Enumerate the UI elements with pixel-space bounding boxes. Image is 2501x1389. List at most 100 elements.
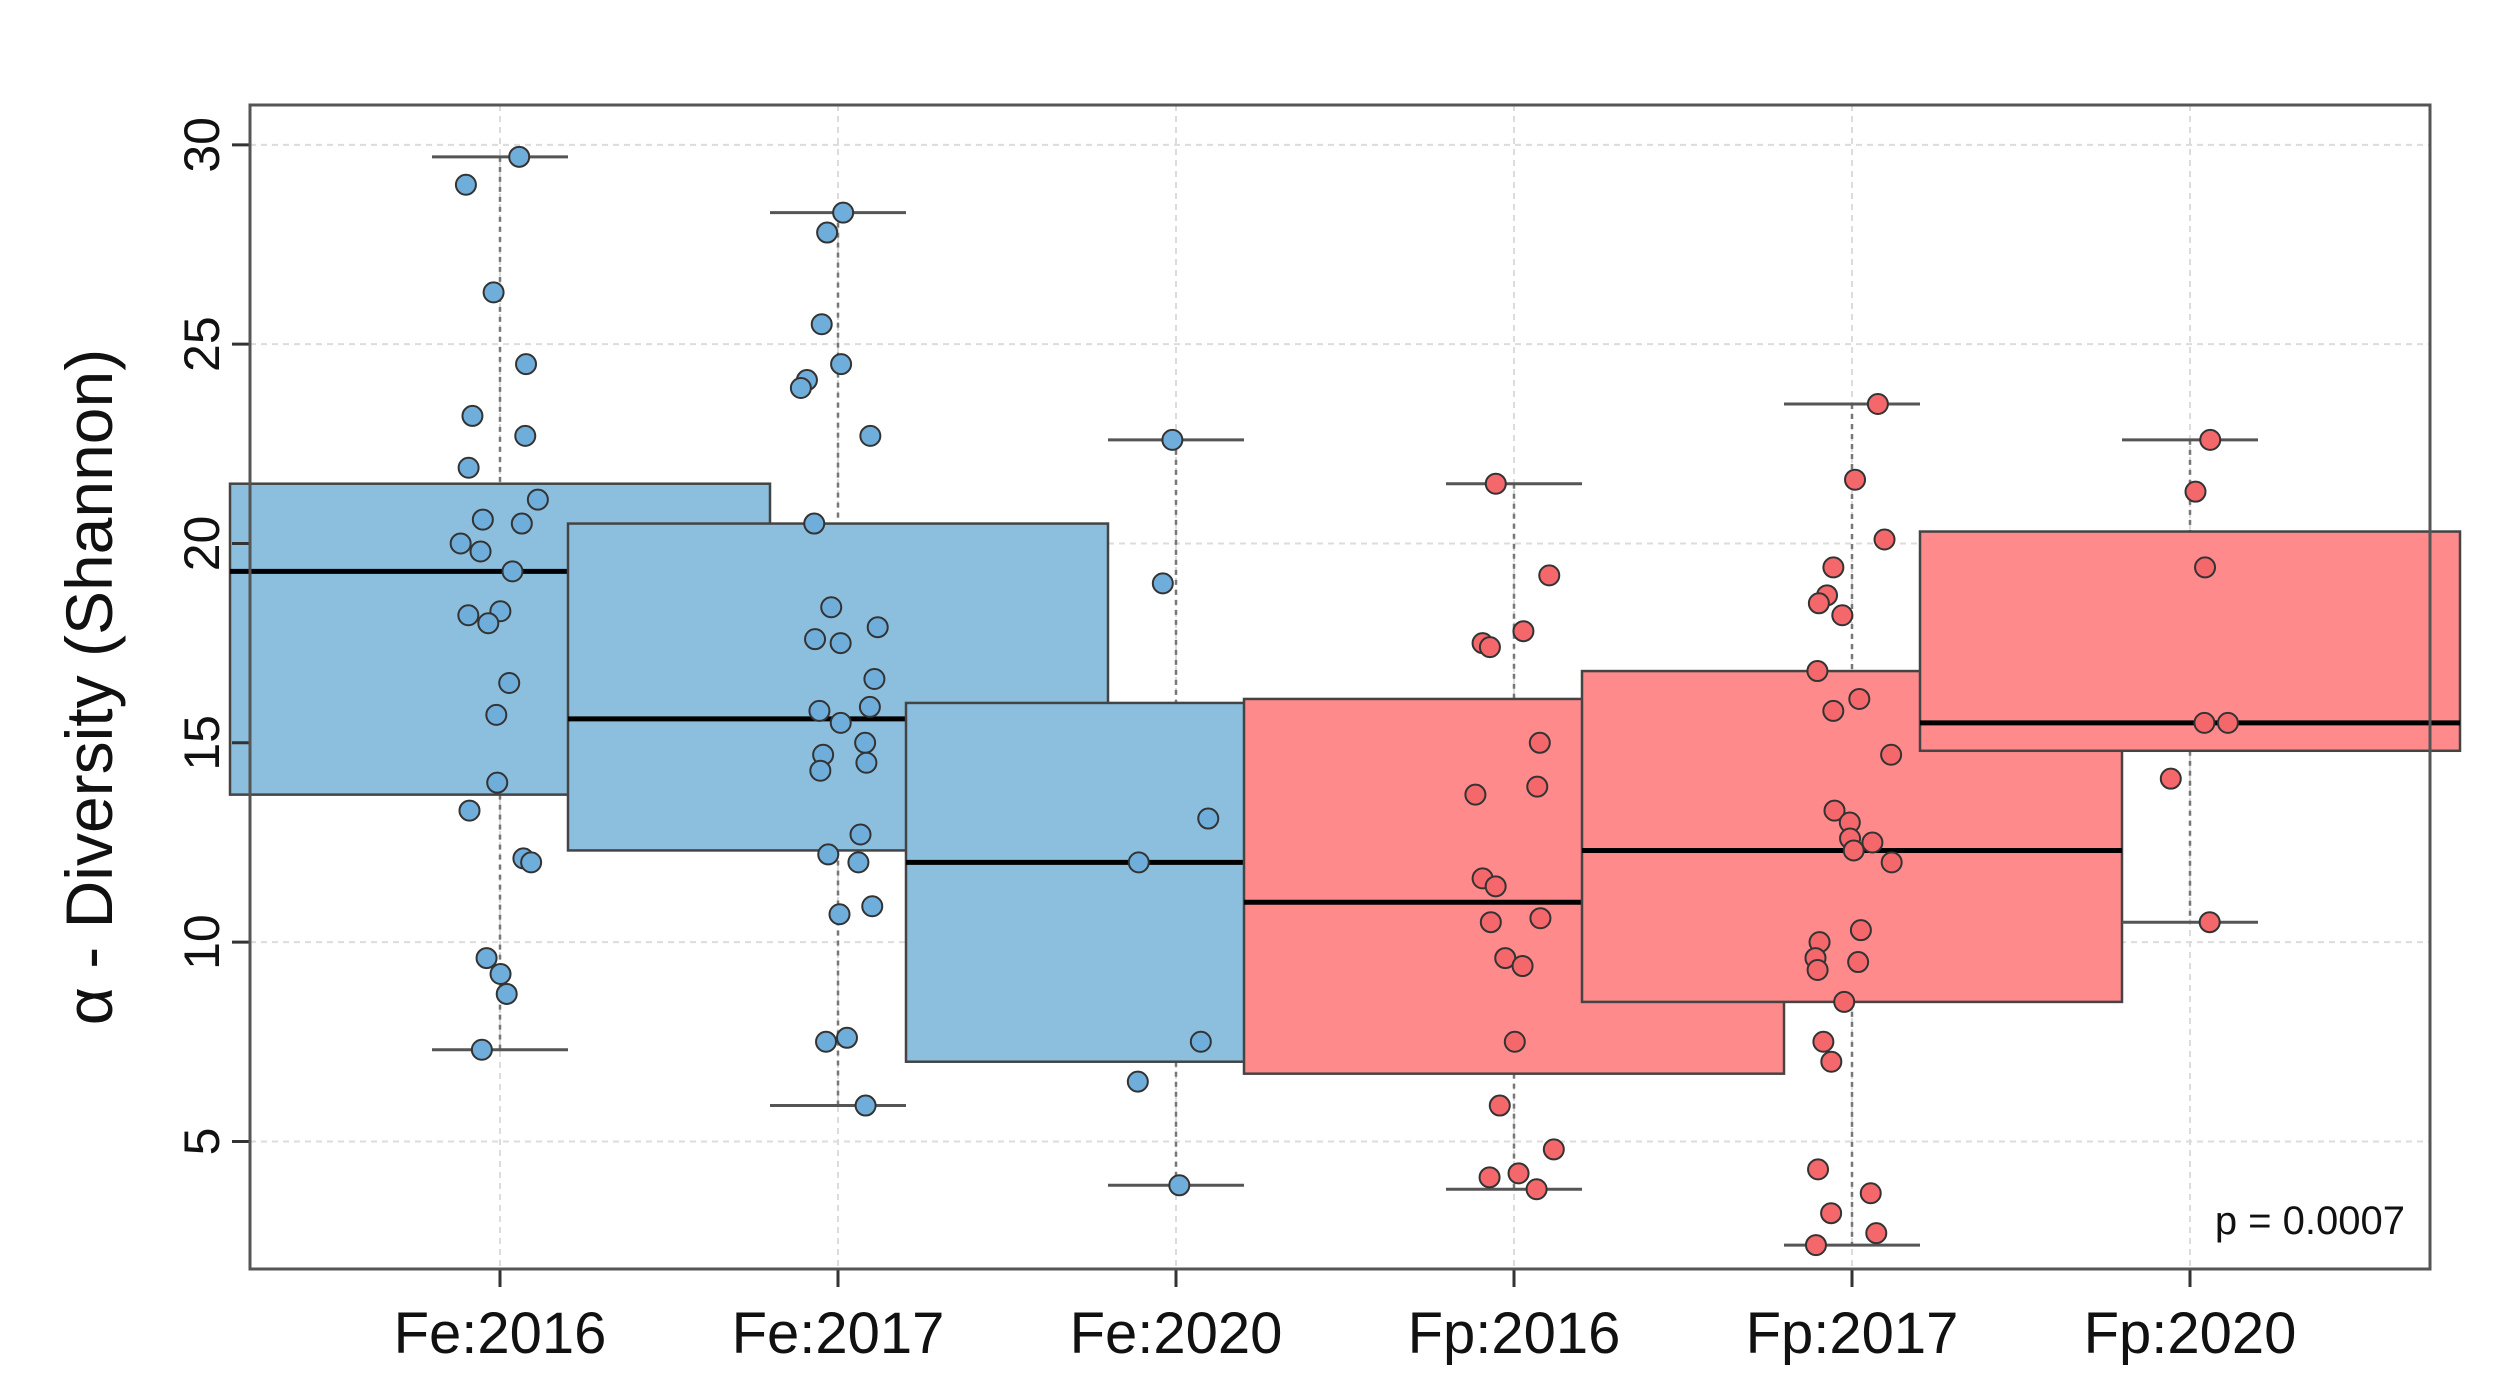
- data-point: [485, 703, 508, 726]
- data-point: [470, 1038, 493, 1061]
- data-point: [1865, 1222, 1888, 1245]
- data-point: [2199, 428, 2222, 451]
- data-point: [477, 612, 500, 635]
- data-point: [1479, 911, 1502, 934]
- data-point: [1844, 468, 1867, 491]
- data-point: [1189, 1030, 1212, 1053]
- data-point: [820, 596, 843, 619]
- data-point: [1807, 1158, 1830, 1181]
- data-point: [817, 843, 840, 866]
- data-point: [2184, 480, 2207, 503]
- data-point: [828, 903, 851, 926]
- data-point: [1873, 528, 1896, 551]
- data-point: [855, 751, 878, 774]
- axes: 5 10 15 20 25 30 Fe:2016 Fe:2017 Fe:2020 Fp:2016 F…: [174, 117, 2296, 1366]
- data-point: [858, 695, 881, 718]
- data-point: [1528, 731, 1551, 754]
- data-point: [1806, 660, 1829, 683]
- data-point: [449, 532, 472, 555]
- data-point: [515, 353, 538, 376]
- data-point: [457, 604, 480, 627]
- data-point: [1859, 1182, 1882, 1205]
- data-point: [1488, 1094, 1511, 1117]
- data-point: [1197, 807, 1220, 830]
- data-point: [2193, 711, 2216, 734]
- y-tick-label: 10: [174, 914, 230, 970]
- data-point: [809, 759, 832, 782]
- data-point: [803, 512, 826, 535]
- data-point: [1478, 636, 1501, 659]
- data-point: [514, 424, 537, 447]
- data-point: [1822, 699, 1845, 722]
- data-point: [469, 540, 492, 563]
- data-point: [1804, 1234, 1827, 1257]
- data-point: [2159, 767, 2182, 790]
- data-point: [861, 895, 884, 918]
- data-point: [863, 668, 886, 691]
- data-point: [1806, 959, 1829, 982]
- data-point: [1161, 428, 1184, 451]
- data-point: [1880, 851, 1903, 874]
- data-point: [1168, 1174, 1191, 1197]
- data-point: [1848, 687, 1871, 710]
- data-point: [1820, 1050, 1843, 1073]
- box-fp-2020: [1918, 530, 2462, 753]
- data-point: [1831, 604, 1854, 627]
- data-point: [458, 799, 481, 822]
- data-point: [2198, 911, 2221, 934]
- data-point: [866, 616, 889, 639]
- data-point: [1525, 1178, 1548, 1201]
- data-point: [815, 1030, 838, 1053]
- boxes: [228, 155, 2462, 1247]
- data-point: [471, 508, 494, 531]
- plot-frame: [248, 103, 2432, 1271]
- data-point: [835, 1026, 858, 1049]
- data-point: [501, 560, 524, 583]
- data-point: [1503, 1030, 1526, 1053]
- data-point: [475, 947, 498, 970]
- data-point: [1127, 851, 1150, 874]
- p-value-annotation: p = 0.0007: [2215, 1199, 2405, 1243]
- data-point: [1507, 1162, 1530, 1185]
- data-point: [489, 963, 512, 986]
- y-axis-title: α - Diversity (Shannon): [52, 349, 126, 1025]
- data-point: [854, 1094, 877, 1117]
- data-point: [457, 456, 480, 479]
- data-point: [1151, 572, 1174, 595]
- data-point: [1861, 831, 1884, 854]
- y-tick-label: 5: [174, 1128, 230, 1156]
- data-point: [808, 699, 831, 722]
- data-point: [789, 377, 812, 400]
- x-tick-label: Fe:2020: [1070, 1301, 1283, 1366]
- data-point: [1529, 907, 1552, 930]
- data-point: [830, 353, 853, 376]
- data-point: [1807, 592, 1830, 615]
- data-point: [2216, 711, 2239, 734]
- x-tick-label: Fe:2016: [394, 1301, 607, 1366]
- data-point: [486, 771, 509, 794]
- data-point: [804, 628, 827, 651]
- data-point: [454, 173, 477, 196]
- data-point: [1823, 799, 1846, 822]
- data-point: [1849, 919, 1872, 942]
- data-point: [495, 982, 518, 1005]
- x-tick-label: Fp:2017: [1746, 1301, 1959, 1366]
- data-point: [1812, 1030, 1835, 1053]
- data-point: [1880, 743, 1903, 766]
- data-point: [832, 201, 855, 224]
- data-point: [1484, 875, 1507, 898]
- x-tick-label: Fp:2016: [1408, 1301, 1621, 1366]
- data-point: [520, 851, 543, 874]
- data-point: [1822, 556, 1845, 579]
- x-tick-label: Fp:2020: [2084, 1301, 2297, 1366]
- data-point: [1478, 1166, 1501, 1189]
- data-point: [829, 711, 852, 734]
- data-point: [461, 404, 484, 427]
- data-point: [1538, 564, 1561, 587]
- data-point: [2194, 556, 2217, 579]
- data-point: [1866, 392, 1889, 415]
- data-point: [526, 488, 549, 511]
- data-point: [1820, 1202, 1843, 1225]
- y-tick-label: 30: [174, 117, 230, 173]
